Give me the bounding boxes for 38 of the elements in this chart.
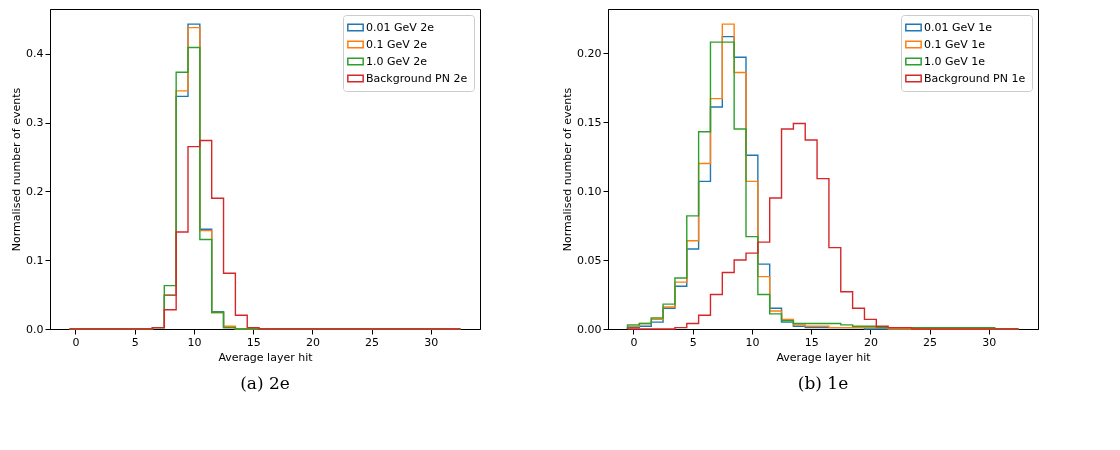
legend-label: 1.0 GeV 2e — [366, 54, 428, 68]
x-tick-label: 30 — [424, 335, 439, 349]
x-axis-title: Average layer hit — [776, 350, 872, 364]
x-tick-label: 20 — [305, 335, 320, 349]
y-tick-label: 0.2 — [26, 184, 44, 198]
text: (a) 2e — [240, 373, 290, 393]
y-tick-label: 0.4 — [26, 47, 44, 61]
x-tick-label: 0 — [72, 335, 80, 349]
legend-label: 0.1 GeV 2e — [366, 37, 428, 51]
x-tick-label: 25 — [365, 335, 380, 349]
x-tick-label: 30 — [982, 335, 997, 349]
y-axis-title: Normalised number of events — [10, 87, 24, 252]
legend-label: Background PN 2e — [366, 71, 468, 85]
y-tick-label: 0.00 — [577, 322, 602, 336]
y-tick-label: 0.05 — [577, 253, 602, 267]
legend-label: 0.01 GeV 2e — [366, 20, 435, 34]
x-tick-label: 15 — [804, 335, 819, 349]
y-tick-label: 0.1 — [26, 253, 44, 267]
x-tick-label: 25 — [923, 335, 938, 349]
text: (b) 1e — [797, 373, 849, 393]
y-tick-label: 0.20 — [577, 46, 602, 60]
x-tick-label: 5 — [131, 335, 139, 349]
y-tick-label: 0.0 — [26, 322, 44, 336]
legend-label: 0.01 GeV 1e — [924, 20, 993, 34]
y-tick-label: 0.3 — [26, 116, 44, 130]
y-tick-label: 0.10 — [577, 184, 602, 198]
legend-label: 0.1 GeV 1e — [924, 37, 986, 51]
y-tick-label: 0.15 — [577, 115, 602, 129]
legend-label: 1.0 GeV 1e — [924, 54, 986, 68]
x-tick-label: 5 — [689, 335, 697, 349]
x-axis-title: Average layer hit — [218, 350, 314, 364]
x-tick-label: 10 — [187, 335, 202, 349]
x-tick-label: 15 — [246, 335, 261, 349]
y-axis-title: Normalised number of events — [561, 87, 575, 252]
x-tick-label: 0 — [630, 335, 638, 349]
legend-label: Background PN 1e — [924, 71, 1026, 85]
x-tick-label: 10 — [745, 335, 760, 349]
x-tick-label: 20 — [863, 335, 878, 349]
